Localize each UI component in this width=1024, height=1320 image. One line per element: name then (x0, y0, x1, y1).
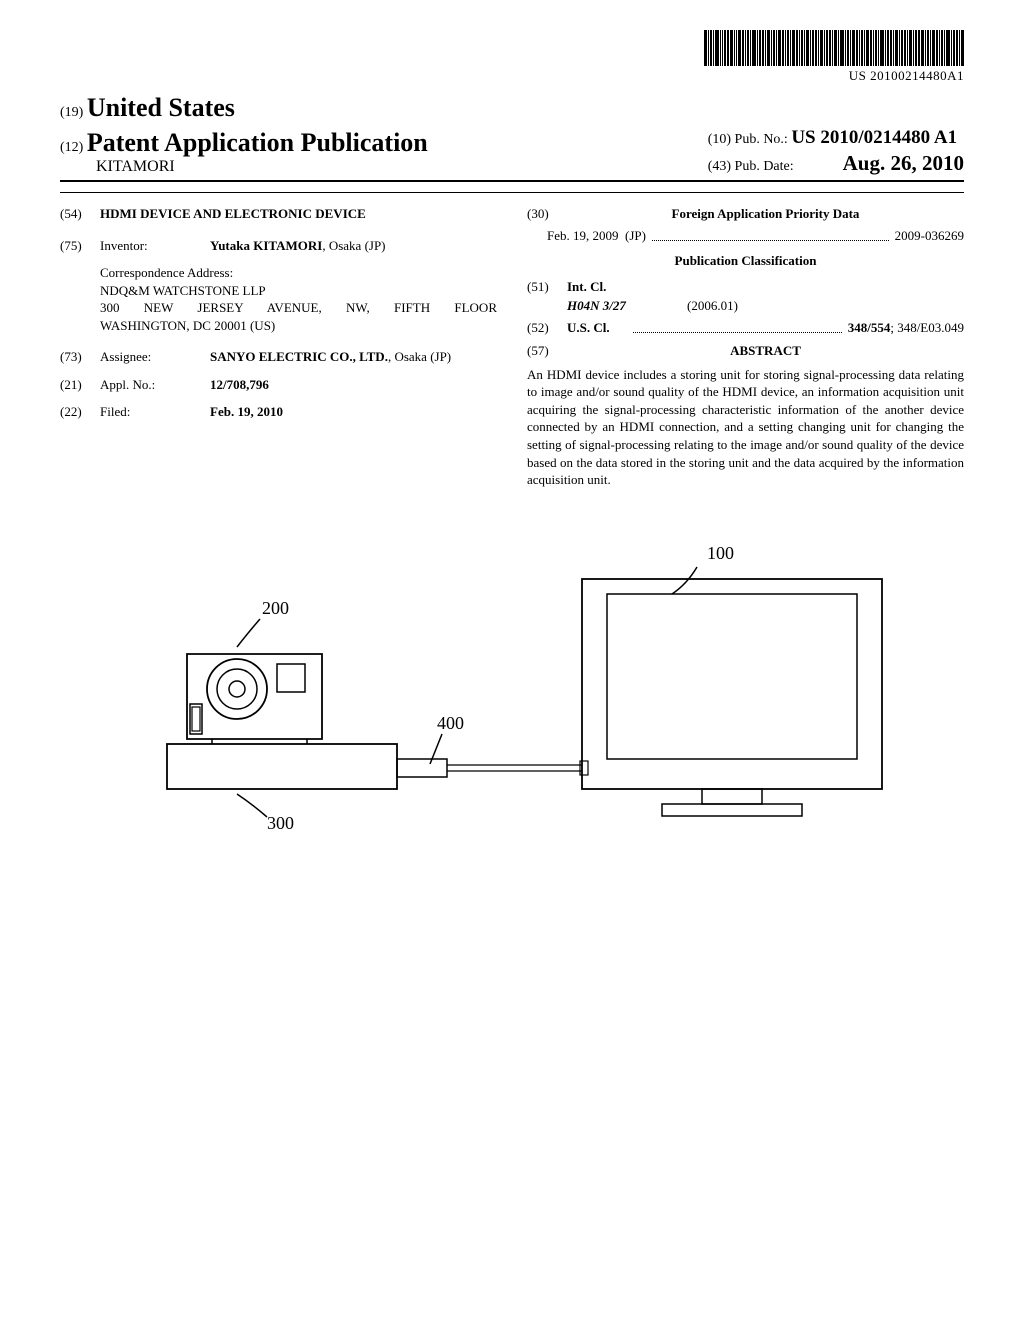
code-52: (52) (527, 319, 567, 337)
code-57: (57) (527, 342, 567, 360)
pub-date-label: Pub. Date: (735, 159, 794, 174)
inventor-location: , Osaka (JP) (322, 238, 385, 253)
figure-label-100: 100 (707, 543, 734, 563)
invention-title: HDMI DEVICE AND ELECTRONIC DEVICE (100, 206, 366, 221)
barcode: US 20100214480A1 (704, 30, 964, 84)
right-column: (30) Foreign Application Priority Data F… (527, 205, 964, 489)
code-54: (54) (60, 205, 100, 223)
header-right: (10) Pub. No.: US 2010/0214480 A1 (43) P… (708, 127, 964, 176)
priority-row: Feb. 19, 2009 (JP) 2009-036269 (527, 227, 964, 245)
assignee-location: , Osaka (JP) (388, 349, 451, 364)
code-10: (10) (708, 132, 731, 147)
figure-label-400: 400 (437, 713, 464, 733)
corr-line3: WASHINGTON, DC 20001 (US) (100, 317, 497, 335)
filed-label: Filed: (100, 403, 210, 421)
header-line1: (19) United States (60, 93, 964, 123)
pub-no-label: Pub. No.: (735, 132, 788, 147)
assignee-label: Assignee: (100, 348, 210, 366)
left-column: (54) HDMI DEVICE AND ELECTRONIC DEVICE (… (60, 205, 497, 489)
intcl-label: Int. Cl. (567, 279, 606, 294)
intcl-code: H04N 3/27 (567, 298, 626, 313)
corr-line2: 300 NEW JERSEY AVENUE, NW, FIFTH FLOOR (100, 299, 497, 317)
figure-label-200: 200 (262, 598, 289, 618)
pub-no-value: US 2010/0214480 A1 (791, 127, 957, 148)
uscl-main: 348/554 (848, 320, 891, 335)
code-75: (75) (60, 237, 100, 255)
country-name: United States (87, 93, 235, 122)
abstract-text: An HDMI device includes a storing unit f… (527, 366, 964, 489)
doc-type: Patent Application Publication (87, 128, 428, 157)
abstract-heading: ABSTRACT (730, 343, 801, 358)
code-43: (43) (708, 159, 731, 174)
header-row: (12) Patent Application Publication KITA… (60, 127, 964, 182)
code-73: (73) (60, 348, 100, 366)
uscl-label: U.S. Cl. (567, 320, 610, 335)
barcode-lines (704, 30, 964, 66)
barcode-region: US 20100214480A1 (60, 30, 964, 85)
figure-area: 100 200 300 400 (60, 539, 964, 859)
code-21: (21) (60, 376, 100, 394)
header-left: (12) Patent Application Publication KITA… (60, 128, 428, 176)
figure-label-300: 300 (267, 813, 294, 833)
inventor-label: Inventor: (100, 237, 210, 255)
dotted-leader (633, 319, 842, 334)
barcode-number: US 20100214480A1 (704, 68, 964, 84)
appl-no-label: Appl. No.: (100, 376, 210, 394)
corr-label: Correspondence Address: (100, 264, 497, 282)
patent-figure: 100 200 300 400 (132, 539, 892, 859)
code-12: (12) (60, 140, 83, 155)
priority-country: (JP) (625, 227, 646, 245)
priority-date: Feb. 19, 2009 (547, 227, 619, 245)
code-30: (30) (527, 205, 567, 223)
code-51: (51) (527, 278, 567, 296)
code-22: (22) (60, 403, 100, 421)
dotted-leader (652, 227, 889, 242)
intcl-year: (2006.01) (687, 297, 738, 315)
classification-heading: Publication Classification (527, 252, 964, 270)
assignee-name: SANYO ELECTRIC CO., LTD. (210, 349, 388, 364)
uscl-sub: ; 348/E03.049 (890, 320, 964, 335)
code-19: (19) (60, 105, 83, 120)
inventor-name: Yutaka KITAMORI (210, 238, 322, 253)
filed-value: Feb. 19, 2010 (210, 404, 283, 419)
author-surname: KITAMORI (60, 158, 428, 176)
pub-date-value: Aug. 26, 2010 (843, 151, 964, 175)
priority-number: 2009-036269 (895, 227, 964, 245)
biblio-columns: (54) HDMI DEVICE AND ELECTRONIC DEVICE (… (60, 192, 964, 489)
priority-heading: Foreign Application Priority Data (672, 206, 860, 221)
correspondence-block: Correspondence Address: NDQ&M WATCHSTONE… (60, 264, 497, 334)
corr-line1: NDQ&M WATCHSTONE LLP (100, 282, 497, 300)
appl-no-value: 12/708,796 (210, 377, 269, 392)
